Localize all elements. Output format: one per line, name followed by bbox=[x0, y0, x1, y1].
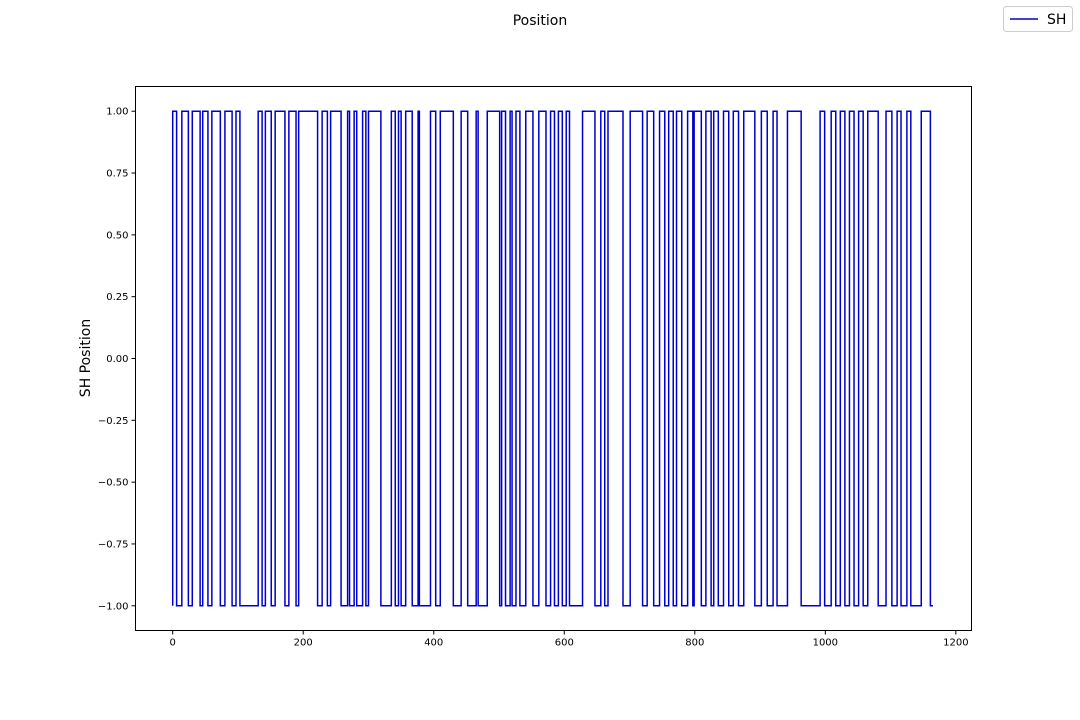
y-tick-label: 0.50 bbox=[106, 230, 128, 241]
y-tick-label: 0.00 bbox=[106, 354, 128, 365]
x-axis: 0 200 400 600 800 1000 1200 bbox=[170, 630, 969, 649]
y-axis-label: SH Position bbox=[78, 319, 94, 397]
y-tick-label: −0.75 bbox=[98, 539, 129, 550]
x-tick-label: 600 bbox=[555, 638, 574, 649]
x-tick-label: 800 bbox=[685, 638, 704, 649]
x-tick-label: 1000 bbox=[813, 638, 838, 649]
y-axis: −1.00 −0.75 −0.50 −0.25 0.00 0.25 0.50 0.75 1.00 bbox=[98, 107, 136, 612]
y-tick-label: 0.25 bbox=[106, 292, 128, 303]
legend-label-sh: SH bbox=[1047, 12, 1066, 28]
series-line-sh bbox=[171, 110, 933, 607]
x-tick-label: 0 bbox=[170, 638, 176, 649]
x-tick-label: 400 bbox=[424, 638, 443, 649]
y-tick-label: −1.00 bbox=[98, 601, 129, 612]
plot-area bbox=[135, 86, 972, 631]
x-tick-label: 1200 bbox=[943, 638, 968, 649]
chart-title: Position bbox=[513, 13, 568, 29]
y-tick-label: 0.75 bbox=[106, 169, 128, 180]
x-tick-label: 200 bbox=[294, 638, 313, 649]
series-layer bbox=[171, 110, 933, 607]
legend: SH bbox=[1003, 6, 1073, 32]
y-tick-label: 1.00 bbox=[106, 107, 128, 118]
y-tick-label: −0.25 bbox=[98, 416, 129, 427]
y-tick-label: −0.50 bbox=[98, 478, 129, 489]
